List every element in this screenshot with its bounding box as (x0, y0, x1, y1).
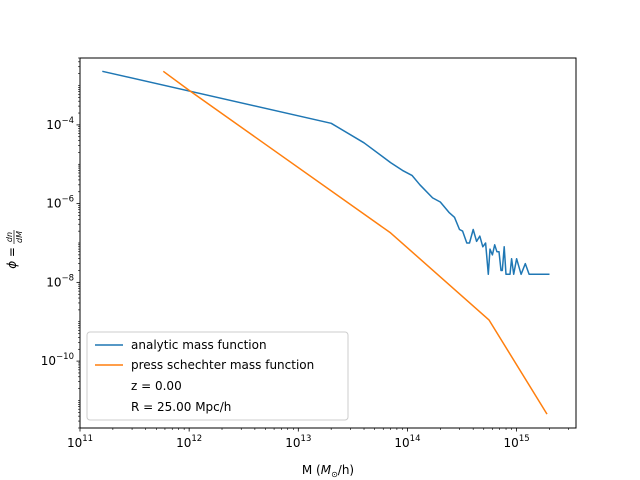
y-axis-label-denominator: dM (15, 231, 24, 243)
legend: analytic mass function press schechter m… (86, 331, 349, 421)
x-tick-label: 1012 (176, 434, 202, 450)
y-axis: 10−10 10−8 10−6 10−4 (41, 57, 80, 429)
x-tick-label: 1015 (504, 434, 530, 450)
legend-entry-analytic: analytic mass function (131, 338, 267, 352)
y-tick-label: 10−8 (46, 273, 74, 289)
x-tick-label: 1013 (285, 434, 311, 450)
series-layer (102, 70, 550, 415)
x-axis-label: M (M⊙/h) (302, 463, 354, 479)
y-axis-label: ϕ = dn dM (5, 230, 24, 269)
annotation-redshift: z = 0.00 (131, 379, 182, 393)
x-axis: 1011 1012 1013 1014 1015 (67, 428, 569, 450)
y-axis-label-numerator: dn (5, 232, 14, 242)
y-tick-label: 10−4 (46, 116, 74, 132)
x-tick-label: 1014 (394, 434, 420, 450)
legend-entry-press-schechter: press schechter mass function (131, 358, 314, 372)
y-tick-label: 10−10 (41, 352, 74, 368)
y-tick-label: 10−6 (46, 195, 74, 211)
series-line-0 (102, 70, 550, 276)
series-line-1 (162, 70, 548, 415)
legend-box (86, 331, 349, 421)
annotation-box-size: R = 25.00 Mpc/h (131, 400, 231, 414)
y-axis-label-lhs: ϕ = (5, 247, 19, 269)
x-tick-label: 1011 (67, 434, 93, 450)
